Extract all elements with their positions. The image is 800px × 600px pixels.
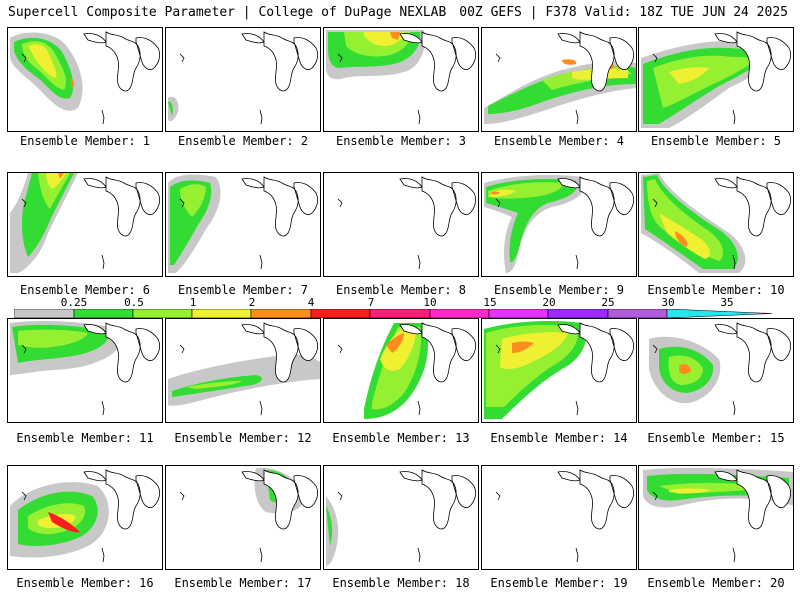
ensemble-member-label: Ensemble Member: 3 [335,134,467,148]
map-panel [323,172,479,277]
color-scale-tick-label: 1 [189,296,197,309]
map-panel-field [10,31,161,125]
map-panel-field [484,31,636,125]
ensemble-member-label: Ensemble Member: 20 [647,576,785,590]
map-title: Supercell Composite Parameter | College … [8,5,447,20]
map-panel-field [641,173,792,273]
map-panel-field [641,31,792,128]
ensemble-member-label: Ensemble Member: 8 [335,283,467,297]
map-panel [165,318,321,423]
map-panel-field [168,174,319,273]
map-panel-field [495,469,635,563]
ensemble-member-label: Ensemble Member: 18 [332,576,470,590]
ensemble-member-label: Ensemble Member: 5 [650,134,782,148]
color-scale-swatch [14,309,75,318]
color-scale-tick-label: 15 [483,296,497,309]
map-panel [638,27,794,132]
map-panel [323,27,479,132]
color-scale-tick-label: 35 [720,296,734,309]
map-panel [323,318,479,423]
map-panel [638,318,794,423]
map-panel-field [337,176,477,270]
ensemble-member-label: Ensemble Member: 17 [174,576,312,590]
color-scale-tick-label: 10 [423,296,437,309]
map-panel-field [643,467,793,563]
ensemble-member-label: Ensemble Member: 19 [490,576,628,590]
map-panel-field [484,175,635,273]
color-scale-swatch [191,309,252,318]
ensemble-member-label: Ensemble Member: 6 [19,283,151,297]
color-scale-tick-label: 2 [248,296,256,309]
color-scale-swatch [607,309,668,318]
map-panel [323,465,479,570]
map-panel-field [10,469,161,563]
color-scale-tick-label: 0.25 [60,296,88,309]
color-scale-swatch [132,309,193,318]
map-panel-field [10,321,161,416]
map-panel [165,27,321,132]
color-scale-bar [14,309,773,318]
map-panel [165,172,321,277]
color-scale-tick-label: 20 [542,296,556,309]
map-panel-field [326,469,477,566]
color-scale-tick-label: 4 [307,296,315,309]
map-panel [481,318,637,423]
ensemble-member-label: Ensemble Member: 16 [16,576,154,590]
map-panel-field [649,322,792,416]
ensemble-member-label: Ensemble Member: 13 [332,431,470,445]
ensemble-member-label: Ensemble Member: 7 [177,283,309,297]
run-info: 00Z GEFS | F378 Valid: 18Z TUE JUN 24 20… [459,5,788,20]
color-scale-swatch [429,309,490,318]
color-scale-swatch [488,309,549,318]
ensemble-member-label: Ensemble Member: 14 [490,431,628,445]
ensemble-member-label: Ensemble Member: 15 [647,431,785,445]
map-panel-field [179,467,319,563]
map-panel-field [168,31,319,125]
map-panel [165,465,321,570]
map-panel-field [326,30,477,125]
ensemble-member-label: Ensemble Member: 4 [493,134,625,148]
ensemble-member-label: Ensemble Member: 12 [174,431,312,445]
color-scale-tick-label: 7 [367,296,375,309]
map-panel [7,318,163,423]
color-scale-swatch [369,309,431,318]
map-panel [7,27,163,132]
map-panel [638,172,794,277]
map-panel [7,172,163,277]
map-panel-field [10,173,161,273]
color-scale-tick-label: 0.5 [124,296,144,309]
color-scale-swatch [547,309,609,318]
map-panel [7,465,163,570]
ensemble-member-label: Ensemble Member: 1 [19,134,151,148]
ensemble-member-label: Ensemble Member: 11 [16,431,154,445]
color-scale-tick-label: 25 [601,296,615,309]
map-panel [481,172,637,277]
color-scale-swatch [73,309,134,318]
color-scale-swatch [310,309,371,318]
ensemble-member-label: Ensemble Member: 9 [493,283,625,297]
color-scale-swatch [666,309,773,318]
map-panel-field [168,322,320,416]
color-scale-swatch [250,309,312,318]
color-scale-tick-label: 30 [661,296,675,309]
ensemble-member-label: Ensemble Member: 10 [647,283,785,297]
map-panel-field [337,322,477,419]
map-panel-field [484,321,635,419]
ensemble-member-label: Ensemble Member: 2 [177,134,309,148]
map-panel [481,465,637,570]
color-scale: 0.25 0.5 1 2 4 7 10 15 20 25 30 35 [0,296,800,324]
map-panel [481,27,637,132]
map-panel [638,465,794,570]
